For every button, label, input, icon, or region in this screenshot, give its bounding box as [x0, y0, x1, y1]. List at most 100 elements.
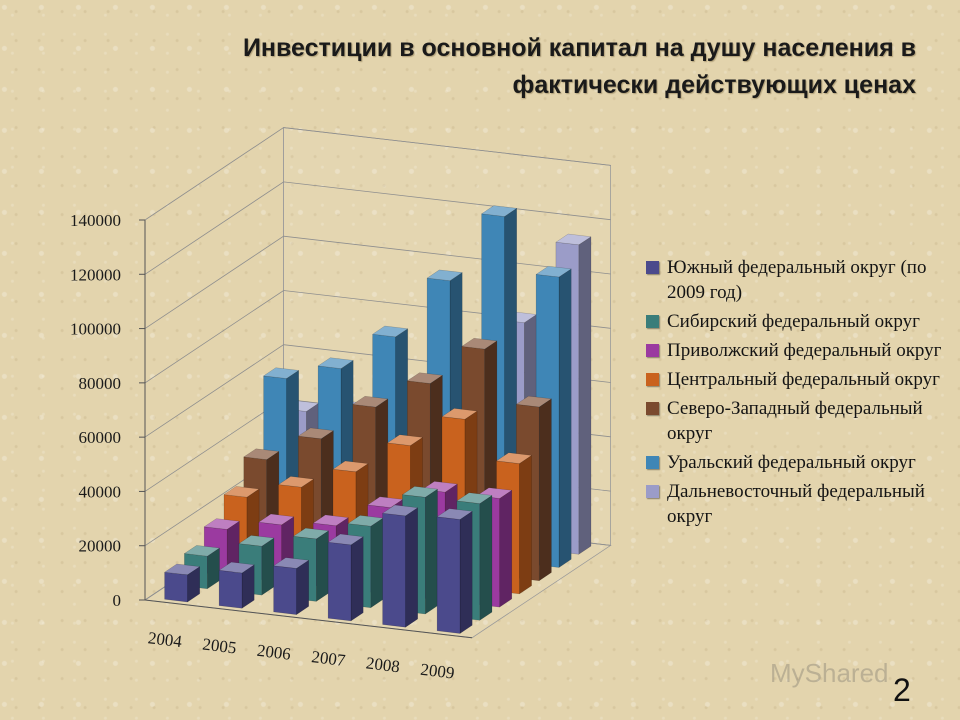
bar-top-face: [317, 357, 354, 369]
bar-top-face: [327, 533, 364, 546]
bar: [218, 561, 255, 609]
bar-front-face: [436, 516, 461, 634]
bar-top-face: [352, 395, 389, 408]
bar-top-face: [312, 514, 350, 526]
bar-top-face: [238, 535, 275, 547]
bar: [327, 533, 364, 622]
bar-top-face: [456, 492, 493, 504]
legend-label: Центральный федеральный округ: [667, 369, 940, 390]
bar-top-face: [332, 460, 369, 473]
bar-side-face: [499, 489, 513, 608]
bar-side-face: [578, 236, 592, 555]
bar-top-face: [555, 233, 592, 246]
legend-item: Северо-Западный федеральный округ: [646, 396, 946, 446]
bar-top-face: [218, 561, 255, 574]
x-tick-label: 2005: [201, 634, 237, 657]
y-tick-label: 120000: [70, 265, 121, 284]
bar-top-face: [292, 527, 330, 540]
bar-side-face: [316, 530, 329, 602]
legend-label: Уральский федеральный округ: [667, 452, 916, 473]
legend-swatch: [646, 485, 659, 498]
chart-title-line-2: фактически действующих ценах: [512, 71, 916, 99]
legend-label: Дальневосточный федеральный округ: [667, 481, 925, 527]
bar-top-face: [436, 508, 473, 520]
chart-legend: Южный федеральный округ (по 2009 год) Сиб…: [646, 255, 946, 533]
legend-swatch: [646, 261, 659, 274]
bar-side-face: [519, 454, 532, 595]
y-tick-label: 20000: [79, 537, 122, 556]
x-tick-label: 2007: [310, 647, 347, 670]
x-axis-line: [144, 599, 473, 639]
bar-top-face: [272, 557, 310, 569]
chart-title: Инвестиции в основной капитал на душу на…: [0, 30, 916, 104]
watermark: MyShared: [770, 658, 889, 688]
bar-top-face: [371, 325, 409, 338]
bar-top-face: [386, 434, 424, 446]
bar-top-face: [262, 367, 300, 379]
legend-item: Сибирский федеральный округ: [646, 309, 946, 334]
bar-top-face: [223, 486, 260, 498]
bar: [436, 508, 473, 634]
x-tick-label: 2004: [147, 628, 184, 651]
bar-top-face: [277, 476, 315, 488]
bar-side-face: [558, 268, 572, 568]
legend-swatch: [646, 402, 659, 415]
bar-front-face: [327, 541, 352, 622]
bar-front-face: [218, 570, 243, 609]
bar-top-face: [401, 486, 439, 498]
bar-top-face: [461, 337, 498, 350]
x-tick-label: 2006: [256, 641, 292, 664]
y-tick-label: 40000: [79, 482, 122, 501]
bar-top-face: [495, 452, 533, 464]
legend-item: Дальневосточный федеральный округ: [646, 479, 946, 529]
gridline: [144, 127, 611, 221]
bar-front-face: [382, 512, 406, 628]
bar-top-face: [243, 448, 280, 460]
bar-top-face: [163, 563, 201, 576]
legend-swatch: [646, 344, 659, 357]
legend-label: Южный федеральный округ (по 2009 год): [667, 257, 927, 303]
bar: [272, 557, 310, 616]
bar-side-face: [296, 559, 309, 616]
bar-front-face: [273, 565, 297, 615]
bar-top-face: [258, 513, 295, 526]
bar-top-face: [535, 265, 572, 278]
bar: [163, 563, 201, 603]
bar-top-face: [426, 269, 463, 281]
legend-label: Северо-Западный федеральный округ: [667, 398, 923, 444]
y-tick-label: 60000: [79, 428, 122, 447]
legend-item: Уральский федеральный округ: [646, 450, 946, 475]
x-tick-label: 2009: [419, 660, 455, 683]
legend-item: Южный федеральный округ (по 2009 год): [646, 255, 946, 305]
y-tick-label: 80000: [79, 374, 122, 393]
bar-side-face: [405, 507, 418, 628]
legend-swatch: [646, 373, 659, 386]
bar-top-face: [441, 408, 478, 420]
bar-top-face: [183, 545, 221, 557]
bar-top-face: [203, 518, 241, 530]
legend-swatch: [646, 315, 659, 328]
y-tick-label: 0: [113, 591, 122, 610]
bar-side-face: [425, 488, 438, 615]
slide-number: 2: [893, 672, 911, 708]
bar-top-face: [297, 427, 335, 440]
bar-side-face: [350, 536, 364, 622]
y-tick-label: 100000: [70, 320, 121, 339]
legend-label: Сибирский федеральный округ: [667, 311, 920, 332]
bar-top-face: [406, 372, 444, 384]
x-tick-label: 2008: [365, 653, 401, 676]
y-tick-label: 140000: [70, 211, 121, 230]
bar: [381, 504, 419, 628]
bar-top-face: [381, 504, 419, 517]
bar-chart-3d: 0 20000 40000 60000 80000 100000 120000 140000 2…: [70, 127, 612, 683]
bar-top-face: [515, 395, 553, 408]
bar-top-face: [480, 205, 518, 217]
bar-side-face: [459, 510, 473, 634]
bar-side-face: [538, 398, 552, 582]
legend-item: Приволжский федеральный округ: [646, 338, 946, 363]
bar-side-face: [261, 537, 275, 596]
legend-swatch: [646, 456, 659, 469]
bar-side-face: [370, 517, 384, 609]
bar-side-face: [479, 494, 493, 621]
chart-title-line-1: Инвестиции в основной капитал на душу на…: [242, 34, 916, 62]
